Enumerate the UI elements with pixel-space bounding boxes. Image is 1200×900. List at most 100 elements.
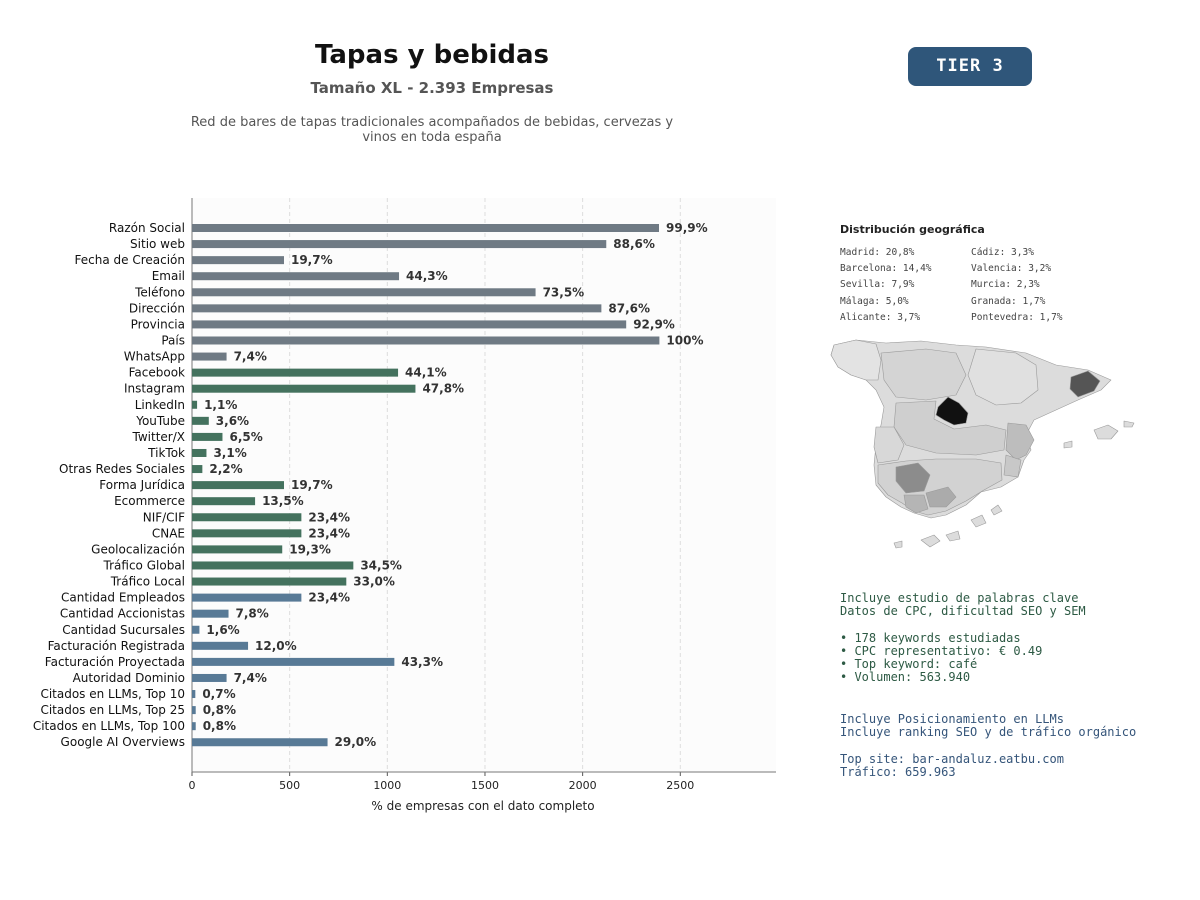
data-label: 19,7% <box>291 478 333 492</box>
geo-item: Pontevedra: 1,7% <box>971 312 1063 323</box>
category-label: Facturación Registrada <box>48 639 185 653</box>
category-label: Google AI Overviews <box>61 735 185 749</box>
bar <box>192 641 249 650</box>
map-sevilla <box>895 462 931 494</box>
map-castilla-mancha <box>893 400 1007 456</box>
data-label: 47,8% <box>422 382 464 396</box>
data-label: 100% <box>666 333 703 347</box>
geo-item: Granada: 1,7% <box>971 296 1046 307</box>
data-label: 19,7% <box>291 253 333 267</box>
data-label: 3,6% <box>216 414 249 428</box>
map-canarias-5 <box>893 540 903 549</box>
bar <box>192 384 416 393</box>
data-label: 0,8% <box>203 703 236 717</box>
llm-line: Incluye ranking SEO y de tráfico orgánic… <box>840 725 1137 740</box>
bar-chart: 0 500 1000 1500 2000 2500 % de empresas con el… <box>33 198 776 813</box>
data-label: 87,6% <box>608 301 650 315</box>
category-label: Citados en LLMs, Top 100 <box>33 719 185 733</box>
category-label: Tráfico Local <box>110 575 185 589</box>
keywords-bullet: • 178 keywords estudiadas <box>840 630 1021 645</box>
data-label: 12,0% <box>255 639 297 653</box>
geo-item: Valencia: 3,2% <box>971 263 1052 274</box>
category-label: NIF/CIF <box>143 510 185 524</box>
map-cadiz <box>903 494 929 514</box>
category-label: LinkedIn <box>135 398 185 412</box>
spain-map <box>830 339 1135 549</box>
category-label: CNAE <box>152 526 185 540</box>
geo-item: Barcelona: 14,4% <box>840 263 932 274</box>
category-label: Sitio web <box>130 237 185 251</box>
bar <box>192 352 227 361</box>
category-label: Cantidad Empleados <box>61 591 185 605</box>
data-label: 23,4% <box>308 526 350 540</box>
category-label: Dirección <box>129 301 185 315</box>
category-label: Facturación Proyectada <box>45 655 185 669</box>
x-tick-label: 2000 <box>569 779 597 792</box>
data-label: 44,3% <box>406 269 448 283</box>
bar <box>192 545 283 554</box>
bar <box>192 400 198 409</box>
category-label: País <box>161 333 185 347</box>
bar <box>192 529 302 538</box>
map-north-east <box>967 348 1039 406</box>
bar <box>192 577 347 586</box>
category-label: Twitter/X <box>132 430 185 444</box>
bar <box>192 304 602 313</box>
llm-top-site: Top site: bar-andaluz.eatbu.com <box>840 751 1064 766</box>
geo-item: Sevilla: 7,9% <box>840 279 915 290</box>
category-label: Autoridad Dominio <box>73 671 185 685</box>
category-label: Geolocalización <box>91 542 185 556</box>
description-line: vinos en toda españa <box>362 130 502 145</box>
data-label: 29,0% <box>335 735 377 749</box>
geo-item: Cádiz: 3,3% <box>971 247 1034 258</box>
category-label: Otras Redes Sociales <box>59 462 185 476</box>
map-mallorca <box>1093 424 1119 440</box>
data-label: 33,0% <box>353 575 395 589</box>
data-label: 7,8% <box>236 607 269 621</box>
map-canarias-3 <box>970 514 987 528</box>
category-label: Forma Jurídica <box>99 478 185 492</box>
bar <box>192 481 284 490</box>
category-label: Cantidad Sucursales <box>62 623 185 637</box>
map-canarias-2 <box>945 530 961 542</box>
map-canarias-4 <box>990 504 1003 516</box>
x-axis-label: % de empresas con el dato completo <box>371 799 594 813</box>
geo-title: Distribución geográfica <box>840 223 985 236</box>
data-label: 2,2% <box>209 462 242 476</box>
data-label: 7,4% <box>234 350 267 364</box>
category-label: Tráfico Global <box>103 558 185 572</box>
map-galicia <box>830 339 882 381</box>
category-label: Citados en LLMs, Top 10 <box>40 687 185 701</box>
data-label: 1,6% <box>206 623 239 637</box>
bar <box>192 738 328 747</box>
data-label: 13,5% <box>262 494 304 508</box>
data-label: 23,4% <box>308 510 350 524</box>
data-label: 19,3% <box>289 542 331 556</box>
keywords-line: Incluye estudio de palabras clave <box>840 591 1079 605</box>
data-label: 92,9% <box>633 317 675 331</box>
data-label: 3,1% <box>213 446 246 460</box>
category-label: Ecommerce <box>114 494 185 508</box>
map-malaga <box>925 486 957 508</box>
category-label: Cantidad Accionistas <box>60 607 185 621</box>
llm-line: Incluye Posicionamiento en LLMs <box>840 712 1064 726</box>
data-label: 34,5% <box>360 558 402 572</box>
x-tick-label: 1000 <box>373 779 401 792</box>
category-label: YouTube <box>135 414 185 428</box>
bar <box>192 673 227 682</box>
bar <box>192 432 223 441</box>
bar <box>192 272 400 281</box>
bar <box>192 722 196 731</box>
category-label: WhatsApp <box>124 350 185 364</box>
category-label: Instagram <box>124 382 185 396</box>
data-label: 0,8% <box>203 719 236 733</box>
data-label: 73,5% <box>543 285 585 299</box>
keywords-line: Datos de CPC, dificultad SEO y SEM <box>840 604 1086 619</box>
data-label: 88,6% <box>613 237 655 251</box>
category-label: Facebook <box>129 366 185 380</box>
map-castilla-leon <box>880 348 967 401</box>
geo-item: Málaga: 5,0% <box>840 296 909 307</box>
bar <box>192 336 660 345</box>
bar <box>192 561 354 570</box>
llm-block: Incluye Posicionamiento en LLMs Incluye … <box>840 712 1137 779</box>
